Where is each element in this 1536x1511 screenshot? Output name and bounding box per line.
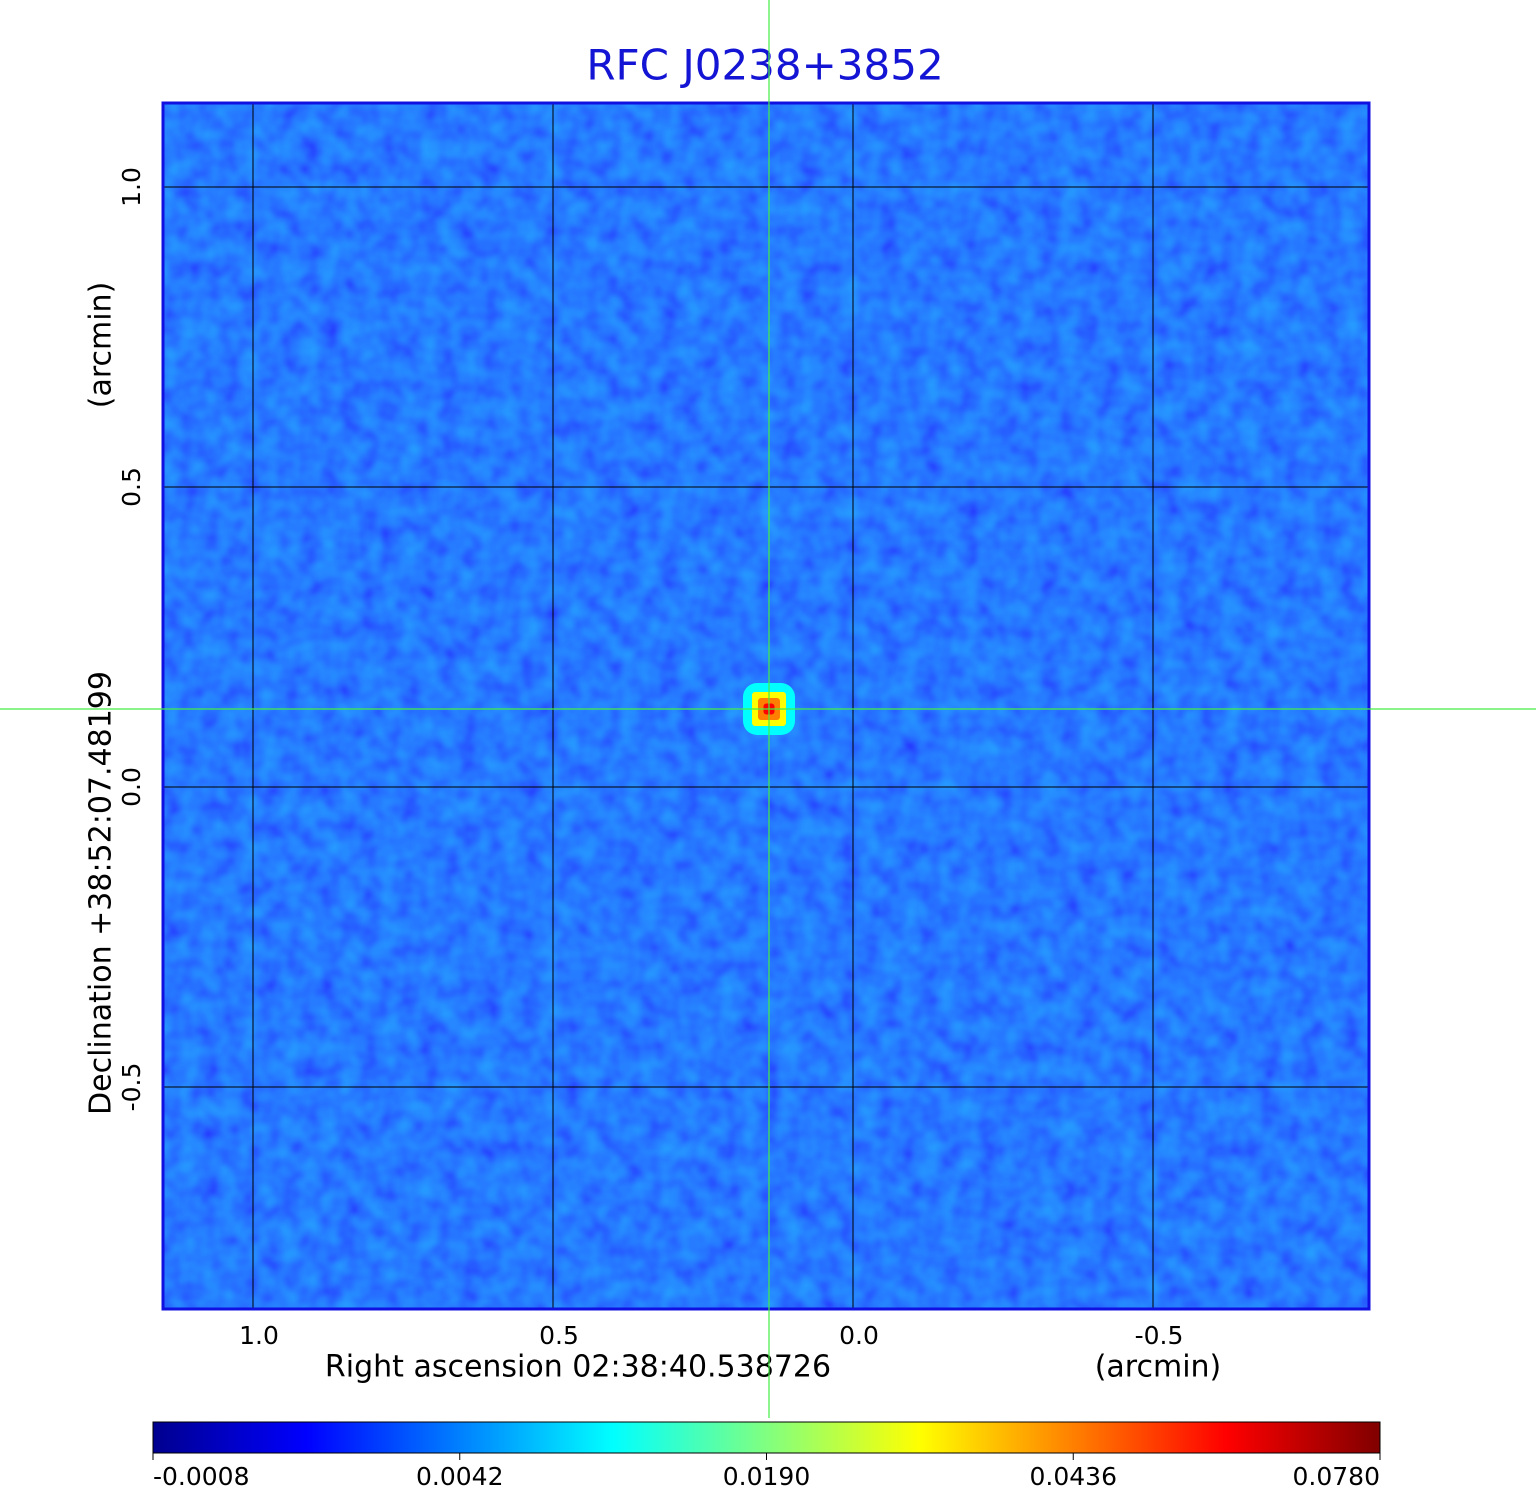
x-axis-label: Right ascension 02:38:40.538726: [325, 1350, 831, 1385]
colorbar-tick-label: 0.0436: [1030, 1462, 1117, 1491]
colorbar-tick-label: 0.0190: [723, 1462, 810, 1491]
y-tick-label: -0.5: [117, 1063, 146, 1112]
colorbar-tick-label: 0.0042: [416, 1462, 503, 1491]
chart-title: RFC J0238+3852: [586, 41, 943, 90]
x-tick-label: 1.0: [239, 1321, 279, 1350]
y-axis-unit: (arcmin): [84, 282, 119, 409]
x-tick-label: -0.5: [1135, 1321, 1184, 1350]
colorbar-tick-label: -0.0008: [153, 1462, 250, 1491]
x-tick-label: 0.5: [539, 1321, 579, 1350]
x-axis-unit: (arcmin): [1095, 1350, 1222, 1385]
y-tick-label: 1.0: [117, 167, 146, 207]
y-axis-label: Declination +38:52:07.48199: [84, 671, 119, 1115]
y-tick-label: 0.5: [117, 467, 146, 507]
x-tick-label: 0.0: [839, 1321, 879, 1350]
colorbar: [152, 1421, 1381, 1454]
y-tick-label: 0.0: [117, 767, 146, 807]
colorbar-tick-label: 0.0780: [1293, 1462, 1380, 1491]
plot-frame: [161, 101, 1371, 1311]
